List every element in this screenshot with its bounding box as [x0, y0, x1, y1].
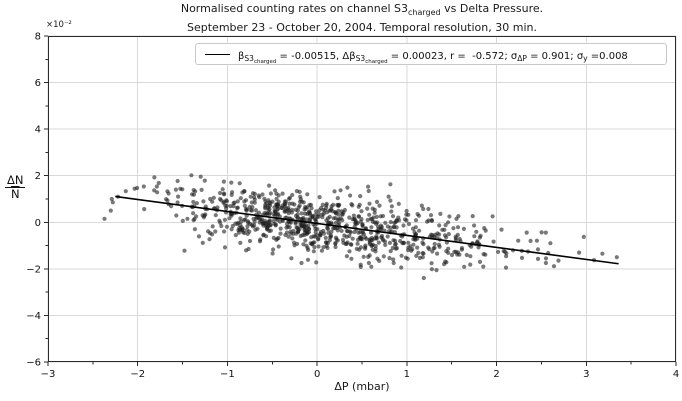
x-tick-labels: −3 −2 −1 0 1 2 3 4: [41, 369, 680, 380]
y-tick-label: 0: [35, 218, 41, 229]
x-axis-label: ΔP (mbar): [334, 380, 390, 393]
legend-segment: charged: [253, 58, 277, 65]
x-tick-label: −2: [130, 369, 145, 380]
legend-segment: =0.008: [587, 50, 628, 62]
x-tick-label: 0: [314, 369, 320, 380]
scatter-points: [102, 173, 619, 281]
y-tick-label: −4: [26, 311, 41, 322]
legend-fit-line-sample: [205, 53, 230, 55]
y-tick-label: 2: [35, 171, 41, 182]
y-axis-label: ΔN N: [5, 173, 26, 201]
legend-segment: y: [583, 53, 588, 63]
legend-segment: S3: [355, 53, 366, 63]
x-tick-label: −3: [41, 369, 56, 380]
legend-segment: σ: [510, 50, 518, 62]
axes-spines: [48, 36, 676, 362]
legend-segment: = 0.901;: [526, 50, 577, 62]
legend-segment: = 0.00023, r = -0.572;: [387, 50, 511, 62]
x-tick-label: −1: [220, 369, 235, 380]
legend-segment: Δβ: [342, 50, 356, 62]
y-tick-label: 6: [35, 78, 41, 89]
legend-segment: β: [238, 50, 245, 62]
title-text: Normalised counting rates on channel S3: [180, 2, 408, 15]
fit-line: [115, 195, 619, 265]
legend-segment: S3: [244, 53, 254, 63]
legend-text: βS3charged = -0.00515, ΔβS3charged = 0.0…: [238, 44, 628, 65]
legend-segment: charged: [365, 58, 388, 65]
legend-segment: ΔP: [517, 53, 527, 63]
chart-title: Normalised counting rates on channel S3c…: [48, 1, 676, 35]
y-tick-label: 8: [35, 32, 41, 43]
y-axis-offset-label: ×10⁻²: [46, 20, 72, 30]
y-tick-label: −6: [26, 358, 41, 369]
gridlines: [47, 35, 677, 363]
chart-title-line2: September 23 - October 20, 2004. Tempora…: [187, 21, 537, 35]
legend-segment: = -0.00515,: [276, 50, 343, 62]
chart-title-line1: Normalised counting rates on channel S3c…: [48, 1, 676, 20]
y-tick-label: −2: [26, 264, 41, 275]
legend-segment: σ: [576, 50, 584, 62]
legend: βS3charged = -0.00515, ΔβS3charged = 0.0…: [195, 43, 667, 65]
x-tick-label: 3: [583, 369, 589, 380]
x-tick-label: 2: [493, 369, 499, 380]
tick-marks: [44, 35, 677, 366]
title-subscript: charged: [408, 8, 441, 18]
y-tick-label: 4: [35, 125, 41, 136]
title-text-suffix: vs Delta Pressure.: [440, 2, 544, 15]
x-tick-label: 4: [673, 369, 679, 380]
x-tick-label: 1: [404, 369, 410, 380]
y-axis-label-numerator: ΔN: [5, 173, 26, 188]
y-tick-labels: −6 −4 −2 0 2 4 6 8: [26, 32, 41, 369]
y-axis-label-denominator: N: [10, 187, 20, 201]
